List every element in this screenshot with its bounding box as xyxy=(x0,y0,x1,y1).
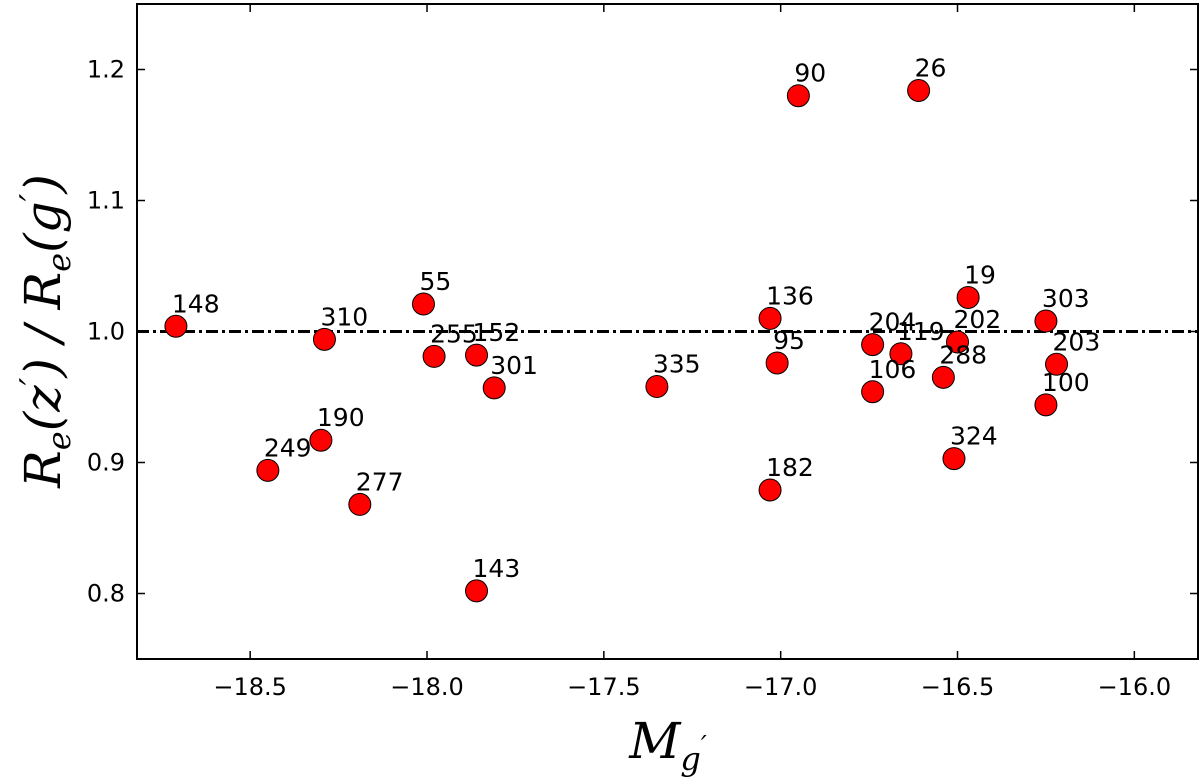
data-point xyxy=(1045,352,1069,376)
x-tick-label: −16.0 xyxy=(1098,673,1172,701)
data-point xyxy=(861,333,885,357)
point-label: 301 xyxy=(490,351,538,380)
data-point xyxy=(645,375,669,399)
data-point xyxy=(465,343,489,367)
point-label: 90 xyxy=(794,59,826,88)
point-label: 95 xyxy=(773,326,805,355)
y-axis-title: Re(z′) / Re(g′) xyxy=(13,174,78,489)
point-label: 100 xyxy=(1042,368,1090,397)
point-label: 119 xyxy=(897,317,945,346)
data-point xyxy=(765,351,789,375)
point-label: 303 xyxy=(1042,284,1090,313)
point-label: 204 xyxy=(869,308,917,337)
point-label: 182 xyxy=(766,453,814,482)
y-tick-label: 0.8 xyxy=(87,580,125,608)
axis-ticks: −18.5 −18.0 −17.5 −17.0 −16.5 −16.0 0.8 0.9 1.0 1… xyxy=(87,4,1198,701)
point-label: 324 xyxy=(950,422,998,451)
data-point xyxy=(348,492,372,516)
data-point xyxy=(1034,393,1058,417)
data-point xyxy=(411,292,435,316)
point-label: 249 xyxy=(264,433,312,462)
data-point xyxy=(758,306,782,330)
point-label: 26 xyxy=(915,53,947,82)
point-label: 310 xyxy=(320,302,368,331)
y-tick-label: 1.2 xyxy=(87,56,125,84)
data-point xyxy=(931,365,955,389)
y-tick-label: 1.1 xyxy=(87,187,125,215)
point-label: 202 xyxy=(954,305,1002,334)
data-point xyxy=(946,330,970,354)
data-point xyxy=(861,380,885,404)
data-point xyxy=(422,344,446,368)
x-axis-title: Mg′ xyxy=(628,712,707,778)
point-label: 335 xyxy=(653,350,701,379)
x-tick-label: −16.5 xyxy=(921,673,995,701)
y-tick-label: 1.0 xyxy=(87,318,125,346)
point-label: 203 xyxy=(1053,327,1101,356)
point-label: 255 xyxy=(430,319,478,348)
data-point xyxy=(309,428,333,452)
point-label: 19 xyxy=(964,260,996,289)
data-point xyxy=(758,478,782,502)
data-point xyxy=(1034,309,1058,333)
data-point xyxy=(312,327,336,351)
data-point xyxy=(465,579,489,603)
data-point xyxy=(482,376,506,400)
data-point xyxy=(956,285,980,309)
point-label: 136 xyxy=(766,281,814,310)
point-label: 148 xyxy=(172,289,220,318)
data-point xyxy=(786,84,810,108)
data-point xyxy=(907,78,931,102)
data-point xyxy=(942,447,966,471)
point-label: 106 xyxy=(869,355,917,384)
x-tick-label: −18.5 xyxy=(213,673,287,701)
data-points xyxy=(164,78,1069,603)
point-label: 152 xyxy=(473,318,521,347)
point-label: 288 xyxy=(939,340,987,369)
point-label: 190 xyxy=(317,403,365,432)
data-point xyxy=(256,458,280,482)
data-point xyxy=(164,314,188,338)
point-label: 55 xyxy=(419,267,451,296)
x-tick-label: −18.0 xyxy=(390,673,464,701)
x-tick-label: −17.5 xyxy=(567,673,641,701)
y-tick-label: 0.9 xyxy=(87,449,125,477)
point-label: 277 xyxy=(356,467,404,496)
data-point xyxy=(889,342,913,366)
x-tick-label: −17.0 xyxy=(744,673,818,701)
point-label: 143 xyxy=(473,554,521,583)
